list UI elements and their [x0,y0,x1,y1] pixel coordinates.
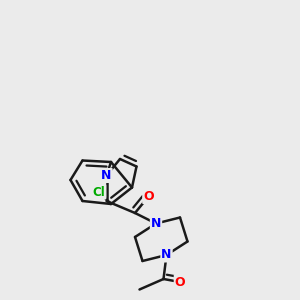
Text: O: O [143,190,154,203]
Text: O: O [175,275,185,289]
Text: Cl: Cl [93,185,105,199]
Text: N: N [151,217,161,230]
Text: N: N [101,169,112,182]
Text: N: N [161,248,172,262]
